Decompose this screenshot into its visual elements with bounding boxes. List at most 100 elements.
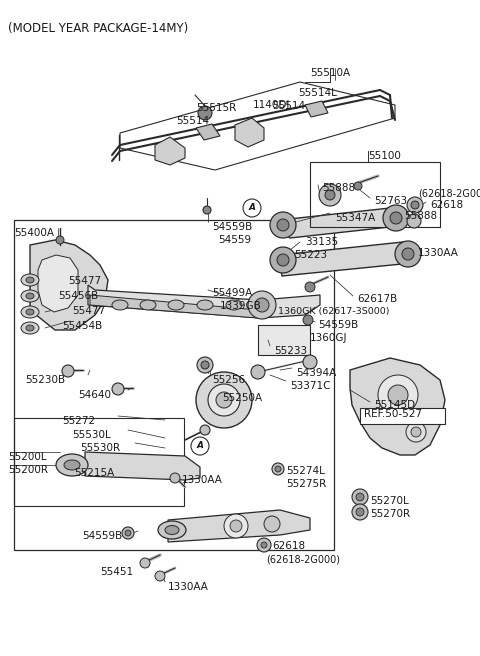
Text: 55233: 55233 [274, 346, 307, 356]
Circle shape [303, 355, 317, 369]
Circle shape [198, 106, 212, 120]
Circle shape [275, 466, 281, 472]
Text: 1330AA: 1330AA [182, 475, 223, 485]
Text: 55200R: 55200R [8, 465, 48, 475]
Text: 55270R: 55270R [370, 509, 410, 519]
Text: 62618: 62618 [272, 541, 305, 551]
Circle shape [352, 504, 368, 520]
Circle shape [383, 205, 409, 231]
Text: 55223: 55223 [294, 250, 327, 260]
Circle shape [319, 184, 341, 206]
Text: 52763: 52763 [374, 196, 407, 206]
Ellipse shape [26, 325, 34, 331]
Text: 54559B: 54559B [82, 531, 122, 541]
Text: 55347A: 55347A [335, 213, 375, 223]
Text: 55145D: 55145D [374, 400, 415, 410]
Circle shape [122, 527, 134, 539]
Text: 55477: 55477 [72, 306, 105, 316]
Text: 55272: 55272 [62, 416, 95, 426]
Circle shape [378, 375, 418, 415]
Circle shape [255, 298, 269, 312]
Ellipse shape [165, 525, 179, 535]
Polygon shape [280, 208, 399, 238]
Bar [258, 325, 310, 355]
Ellipse shape [26, 309, 34, 315]
Text: 55274L: 55274L [286, 466, 325, 476]
Text: 55514L: 55514L [298, 88, 337, 98]
Circle shape [354, 182, 362, 190]
Ellipse shape [226, 300, 242, 310]
Polygon shape [280, 242, 412, 276]
Text: 55510A: 55510A [310, 68, 350, 78]
Text: 55230B: 55230B [25, 375, 65, 385]
Bar [14, 418, 184, 506]
Polygon shape [305, 101, 328, 117]
Text: 1360GJ: 1360GJ [310, 333, 348, 343]
Circle shape [352, 489, 368, 505]
Circle shape [248, 291, 276, 319]
Circle shape [272, 463, 284, 475]
Circle shape [230, 520, 242, 532]
Ellipse shape [21, 290, 39, 302]
Circle shape [305, 282, 315, 292]
Text: 33135: 33135 [305, 237, 338, 247]
Circle shape [140, 558, 150, 568]
Circle shape [155, 571, 165, 581]
Text: 55275R: 55275R [286, 479, 326, 489]
Circle shape [208, 384, 240, 416]
Circle shape [395, 241, 421, 267]
Circle shape [62, 365, 74, 377]
Bar [14, 220, 334, 550]
Text: 55400A: 55400A [14, 228, 54, 238]
Text: 54559: 54559 [218, 235, 251, 245]
Text: 1360GK (62617-3S000): 1360GK (62617-3S000) [278, 307, 389, 316]
Ellipse shape [56, 454, 88, 476]
Circle shape [277, 254, 289, 266]
Circle shape [224, 514, 248, 538]
Polygon shape [90, 295, 258, 318]
Circle shape [125, 530, 131, 536]
Text: (MODEL YEAR PACKAGE-14MY): (MODEL YEAR PACKAGE-14MY) [8, 22, 188, 35]
Circle shape [191, 437, 209, 455]
Circle shape [270, 247, 296, 273]
Circle shape [388, 385, 408, 405]
Polygon shape [155, 137, 185, 165]
Circle shape [356, 493, 364, 501]
Text: 55250A: 55250A [222, 393, 262, 403]
Ellipse shape [197, 300, 213, 310]
Text: 55499A: 55499A [212, 288, 252, 298]
Text: 53371C: 53371C [290, 381, 331, 391]
Text: 54640: 54640 [78, 390, 111, 400]
Ellipse shape [140, 300, 156, 310]
Text: 1339GB: 1339GB [220, 301, 262, 311]
Circle shape [390, 212, 402, 224]
Text: 54559B: 54559B [212, 222, 252, 232]
Text: A: A [196, 441, 204, 451]
Text: 54394A: 54394A [296, 368, 336, 378]
Circle shape [203, 206, 211, 214]
Text: 55100: 55100 [368, 151, 401, 161]
Circle shape [196, 372, 252, 428]
Circle shape [277, 219, 289, 231]
Ellipse shape [252, 300, 268, 310]
Circle shape [251, 365, 265, 379]
Polygon shape [235, 118, 264, 147]
Text: 55256: 55256 [212, 375, 245, 385]
Polygon shape [85, 452, 200, 480]
Bar [360, 408, 445, 424]
Polygon shape [38, 255, 78, 312]
Circle shape [270, 212, 296, 238]
Text: 55200L: 55200L [8, 452, 47, 462]
Circle shape [402, 248, 414, 260]
Circle shape [243, 199, 261, 217]
Text: 62618: 62618 [430, 200, 463, 210]
Text: 55270L: 55270L [370, 496, 409, 506]
Polygon shape [30, 240, 108, 330]
Text: 1140DJ: 1140DJ [253, 100, 290, 110]
Text: (62618-2G000): (62618-2G000) [418, 188, 480, 198]
Ellipse shape [64, 460, 80, 470]
Ellipse shape [26, 277, 34, 283]
Circle shape [257, 538, 271, 552]
Circle shape [56, 236, 64, 244]
Text: 55888: 55888 [322, 183, 355, 193]
